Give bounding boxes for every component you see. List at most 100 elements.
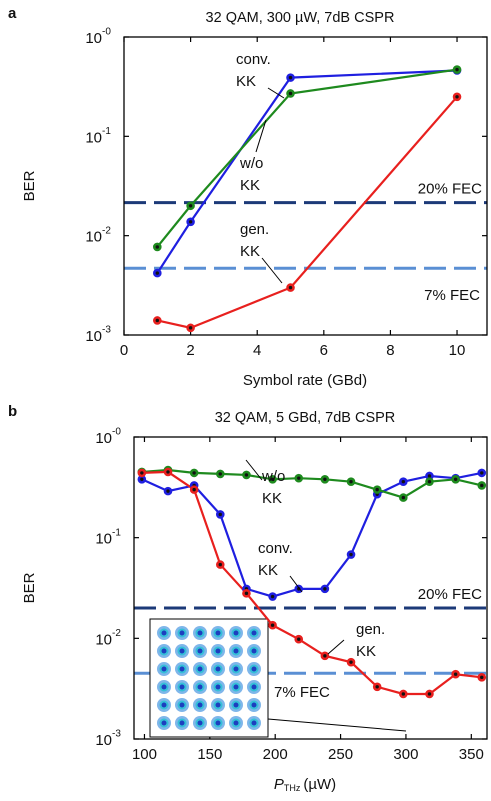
- data-point: [139, 470, 145, 476]
- y-tick-label: 10: [95, 430, 112, 447]
- data-point: [188, 219, 194, 225]
- y-tick-exponent: -2: [112, 628, 121, 639]
- constellation-core: [198, 721, 203, 726]
- data-point: [400, 479, 406, 485]
- data-point: [296, 636, 302, 642]
- data-point: [479, 674, 485, 680]
- x-label-unit: (µW): [303, 776, 336, 793]
- annotation-leader: [262, 258, 282, 283]
- constellation-core: [198, 631, 203, 636]
- x-label-symbol: P: [274, 776, 284, 793]
- fec-label: 7% FEC: [424, 287, 480, 304]
- y-tick-exponent: -1: [102, 126, 111, 137]
- y-tick-exponent: -3: [112, 729, 121, 740]
- data-point: [188, 203, 194, 209]
- constellation-core: [198, 649, 203, 654]
- constellation-core: [162, 631, 167, 636]
- annotation: w/o: [239, 155, 263, 172]
- constellation-core: [216, 721, 221, 726]
- constellation-core: [216, 631, 221, 636]
- y-tick-exponent: -2: [102, 225, 111, 236]
- constellation-core: [198, 685, 203, 690]
- data-point: [217, 511, 223, 517]
- annotation-leader: [328, 640, 344, 654]
- x-tick-label: 6: [320, 342, 328, 359]
- annotation: KK: [236, 73, 256, 90]
- data-point: [296, 475, 302, 481]
- data-point: [454, 94, 460, 100]
- x-tick-label: 8: [386, 342, 394, 359]
- y-tick-label: 10: [85, 129, 102, 146]
- data-point: [348, 659, 354, 665]
- y-tick-exponent: -3: [102, 325, 111, 336]
- constellation-core: [234, 685, 239, 690]
- data-point: [426, 691, 432, 697]
- x-tick-label: 100: [132, 746, 157, 763]
- data-point: [217, 562, 223, 568]
- data-point: [479, 470, 485, 476]
- x-tick-label: 200: [263, 746, 288, 763]
- x-tick-label: 10: [449, 342, 466, 359]
- data-point: [288, 285, 294, 291]
- fec-label: 20% FEC: [418, 181, 482, 198]
- figure: a32 QAM, 300 µW, 7dB CSPRBERSymbol rate …: [0, 0, 491, 801]
- data-point: [165, 488, 171, 494]
- annotation: KK: [240, 243, 260, 260]
- annotation: KK: [262, 490, 282, 507]
- x-tick-label: 350: [459, 746, 484, 763]
- constellation-core: [216, 649, 221, 654]
- data-point: [348, 552, 354, 558]
- data-point: [243, 472, 249, 478]
- data-point: [288, 90, 294, 96]
- annotation: KK: [240, 177, 260, 194]
- chart-title: 32 QAM, 300 µW, 7dB CSPR: [206, 10, 395, 26]
- annotation: w/o: [261, 468, 285, 485]
- constellation-core: [198, 703, 203, 708]
- constellation-core: [234, 721, 239, 726]
- data-point: [191, 487, 197, 493]
- inset-leader: [268, 719, 406, 731]
- data-point: [374, 684, 380, 690]
- data-point: [400, 691, 406, 697]
- constellation-core: [180, 721, 185, 726]
- annotation: KK: [258, 562, 278, 579]
- data-point: [270, 622, 276, 628]
- panel-label: a: [8, 5, 17, 22]
- data-point: [139, 476, 145, 482]
- annotation: KK: [356, 643, 376, 660]
- data-point: [453, 476, 459, 482]
- data-point: [154, 244, 160, 250]
- x-tick-label: 300: [393, 746, 418, 763]
- annotation: gen.: [240, 221, 269, 238]
- constellation-core: [234, 703, 239, 708]
- data-point: [154, 317, 160, 323]
- y-tick-label: 10: [85, 30, 102, 47]
- y-tick-label: 10: [85, 229, 102, 246]
- constellation-core: [252, 667, 257, 672]
- chart-title: 32 QAM, 5 GBd, 7dB CSPR: [215, 410, 396, 426]
- constellation-core: [180, 667, 185, 672]
- data-point: [288, 75, 294, 81]
- data-point: [270, 594, 276, 600]
- y-tick-label: 10: [95, 531, 112, 548]
- constellation-core: [216, 685, 221, 690]
- x-label-subscript: THz: [284, 783, 301, 793]
- data-point: [217, 471, 223, 477]
- data-point: [322, 586, 328, 592]
- data-point: [479, 482, 485, 488]
- series-line: [157, 70, 457, 247]
- y-tick-label: 10: [95, 631, 112, 648]
- annotation: gen.: [356, 621, 385, 638]
- constellation-core: [234, 667, 239, 672]
- constellation-core: [162, 685, 167, 690]
- annotation: conv.: [258, 540, 293, 557]
- data-point: [322, 476, 328, 482]
- data-point: [191, 470, 197, 476]
- data-point: [374, 487, 380, 493]
- constellation-core: [216, 703, 221, 708]
- data-point: [165, 469, 171, 475]
- constellation-core: [252, 685, 257, 690]
- y-tick-exponent: -1: [112, 527, 121, 538]
- constellation-core: [180, 649, 185, 654]
- x-tick-label: 0: [120, 342, 128, 359]
